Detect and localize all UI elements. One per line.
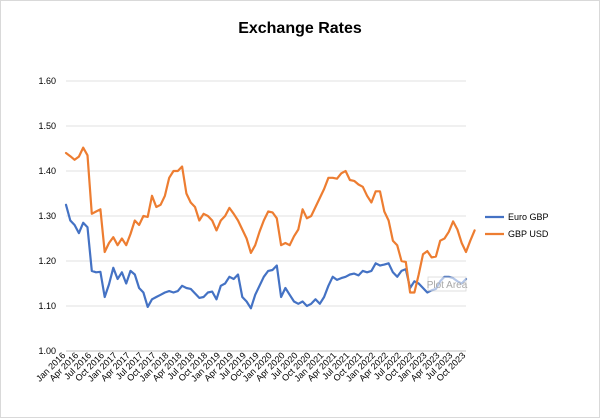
plot-area-tooltip-text: Plot Area	[427, 280, 468, 291]
y-tick-label: 1.50	[38, 121, 56, 131]
y-tick-label: 1.30	[38, 211, 56, 221]
y-tick-label: 1.60	[38, 76, 56, 86]
y-tick-label: 1.20	[38, 256, 56, 266]
y-tick-label: 1.00	[38, 346, 56, 356]
y-tick-label: 1.10	[38, 301, 56, 311]
legend: Euro GBP GBP USD	[485, 212, 549, 239]
plot-area-tooltip: Plot Area	[427, 276, 468, 292]
y-axis-ticks: 1.00 1.10 1.20 1.30 1.40 1.50 1.60	[38, 76, 56, 356]
legend-label: Euro GBP	[508, 212, 549, 222]
chart-title: Exchange Rates	[238, 20, 362, 37]
y-tick-label: 1.40	[38, 166, 56, 176]
series-line-euro-gbp	[64, 203, 468, 310]
series-line-gbp-usd	[64, 146, 476, 294]
legend-label: GBP USD	[508, 229, 549, 239]
plot-area-tooltip-box	[427, 276, 467, 292]
series-lines	[64, 146, 476, 310]
